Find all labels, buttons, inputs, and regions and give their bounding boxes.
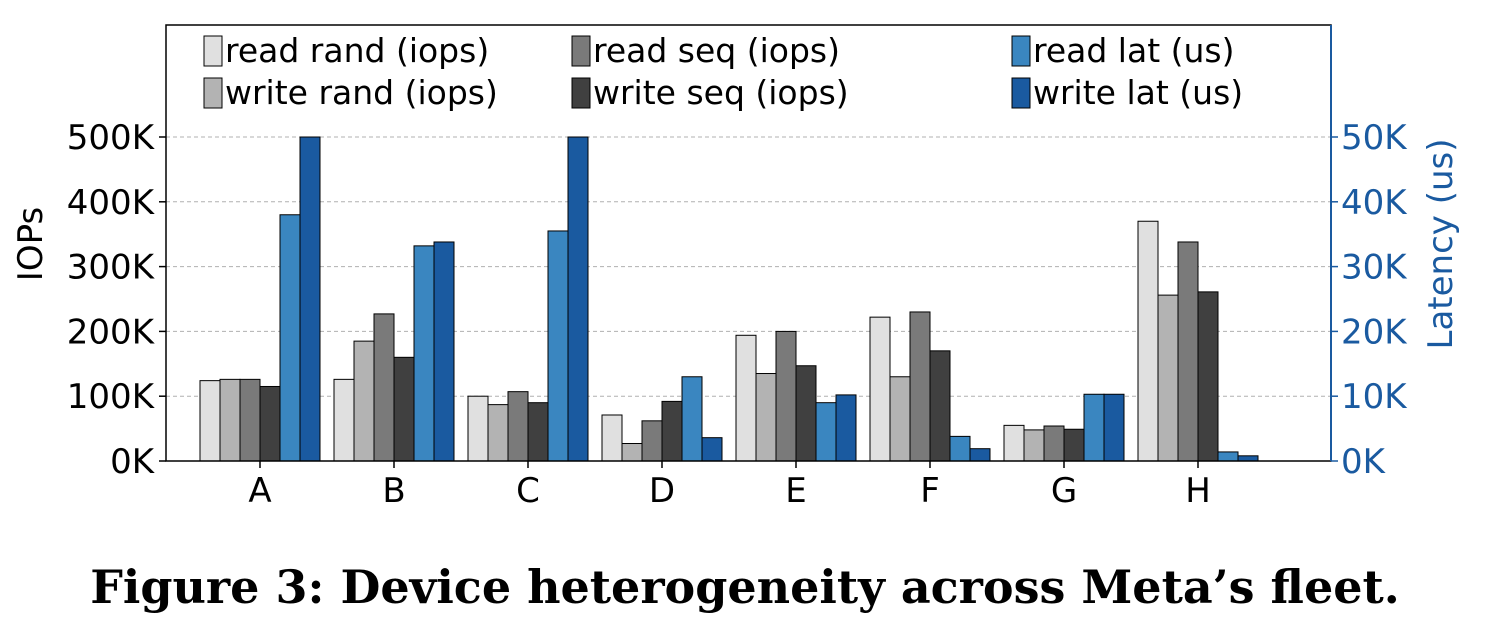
- bar: [1063, 428, 1085, 462]
- bar: [929, 350, 951, 462]
- bar: [393, 356, 415, 462]
- y-tick-label: 0K: [110, 442, 156, 482]
- bar: [701, 437, 723, 462]
- legend-label: read seq (iops): [593, 31, 840, 70]
- bar: [1217, 451, 1239, 462]
- bar: [949, 435, 971, 462]
- bar: [333, 378, 355, 462]
- legend-label: read rand (iops): [225, 31, 489, 70]
- legend-label: read lat (us): [1033, 31, 1234, 70]
- bar: [621, 443, 643, 462]
- legend-label: write seq (iops): [593, 73, 849, 112]
- bar: [413, 245, 435, 462]
- y-tick-label: 400K: [67, 183, 156, 223]
- bar: [353, 340, 375, 462]
- y2-tick-label: 30K: [1341, 248, 1408, 288]
- y-tick-label: 200K: [67, 312, 156, 352]
- x-axis-ticks: A B C D E F G H: [248, 461, 1211, 511]
- y-tick-label: 300K: [67, 248, 156, 288]
- bar: [681, 376, 703, 462]
- bar: [909, 311, 931, 462]
- y2-tick-label: 20K: [1341, 312, 1408, 352]
- x-tick-label: A: [248, 471, 271, 511]
- bar: [1103, 393, 1125, 462]
- bar: [279, 214, 301, 462]
- y2-tick-label: 10K: [1341, 377, 1408, 417]
- x-tick-label: E: [785, 471, 806, 511]
- x-tick-label: F: [920, 471, 940, 511]
- bar: [567, 136, 589, 462]
- y2-axis-title: Latency (us): [1421, 139, 1461, 350]
- bar: [1197, 291, 1219, 462]
- bar: [1003, 424, 1025, 462]
- legend: read rand (iops) read seq (iops) read lat …: [203, 31, 1243, 112]
- bar: [373, 313, 395, 462]
- bar: [259, 385, 281, 462]
- y2-tick-label: 50K: [1341, 118, 1408, 158]
- legend-swatch: [203, 35, 223, 67]
- bar: [507, 391, 529, 462]
- bar: [1137, 220, 1159, 462]
- bar: [869, 316, 891, 462]
- x-tick-label: D: [649, 471, 675, 511]
- y2-tick-label: 0K: [1341, 442, 1387, 482]
- y-tick-label: 100K: [67, 377, 156, 417]
- bar: [775, 330, 797, 462]
- y-tick-label: 500K: [67, 118, 156, 158]
- bar: [755, 373, 777, 462]
- bar: [1083, 393, 1105, 462]
- bar: [547, 230, 569, 462]
- right-axis-ticks: 0K 10K 20K 30K 40K 50K: [1331, 118, 1408, 482]
- bar: [601, 414, 623, 462]
- bar: [815, 402, 837, 462]
- bar: [735, 334, 757, 462]
- bar: [199, 380, 221, 462]
- legend-label: write lat (us): [1033, 73, 1243, 112]
- legend-swatch: [1011, 77, 1031, 109]
- x-tick-label: B: [382, 471, 405, 511]
- bar: [835, 394, 857, 462]
- bar: [1177, 241, 1199, 462]
- legend-swatch: [571, 35, 591, 67]
- bar: [889, 376, 911, 462]
- left-axis-ticks: 0K 100K 200K 300K 400K 500K: [67, 118, 166, 482]
- bar: [467, 395, 489, 462]
- bar: [1023, 429, 1045, 462]
- x-tick-label: C: [516, 471, 540, 511]
- legend-label: write rand (iops): [225, 73, 498, 112]
- bar: [969, 448, 991, 462]
- bar: [219, 378, 241, 462]
- bar: [239, 378, 261, 462]
- bar: [795, 365, 817, 462]
- y-axis-title: IOPs: [11, 207, 51, 281]
- bar: [1157, 294, 1179, 462]
- legend-swatch: [1011, 35, 1031, 67]
- x-tick-label: G: [1051, 471, 1077, 511]
- x-tick-label: H: [1185, 471, 1211, 511]
- bar: [527, 402, 549, 462]
- bar: [433, 241, 455, 462]
- legend-swatch: [203, 77, 223, 109]
- bar: [641, 420, 663, 462]
- figure-caption: Figure 3: Device heterogeneity across Me…: [90, 560, 1400, 614]
- bar: [661, 400, 683, 462]
- chart: 0K 100K 200K 300K 400K 500K 0K 10K 20K 30K 40K 50K…: [11, 24, 1461, 511]
- bar: [299, 136, 321, 462]
- bar: [1043, 425, 1065, 462]
- legend-swatch: [571, 77, 591, 109]
- bars: [199, 136, 1259, 462]
- y2-tick-label: 40K: [1341, 183, 1408, 223]
- bar: [1237, 455, 1259, 462]
- bar: [487, 404, 509, 462]
